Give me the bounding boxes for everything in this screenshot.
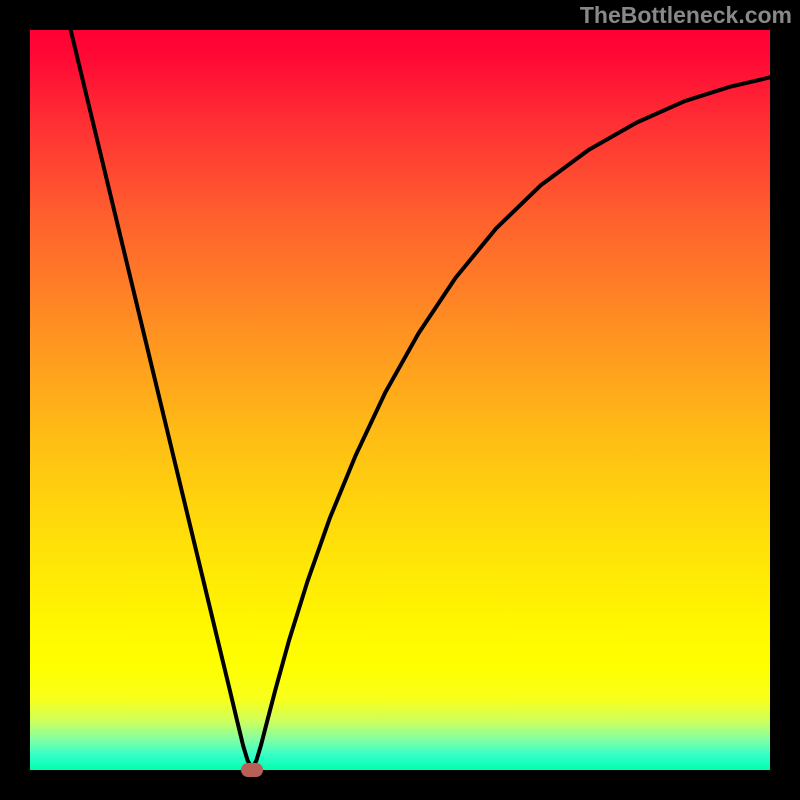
bottleneck-curve <box>30 30 770 770</box>
plot-area <box>30 30 770 770</box>
chart-root: TheBottleneck.com <box>0 0 800 800</box>
minimum-marker <box>241 763 263 777</box>
watermark-text: TheBottleneck.com <box>580 2 792 29</box>
